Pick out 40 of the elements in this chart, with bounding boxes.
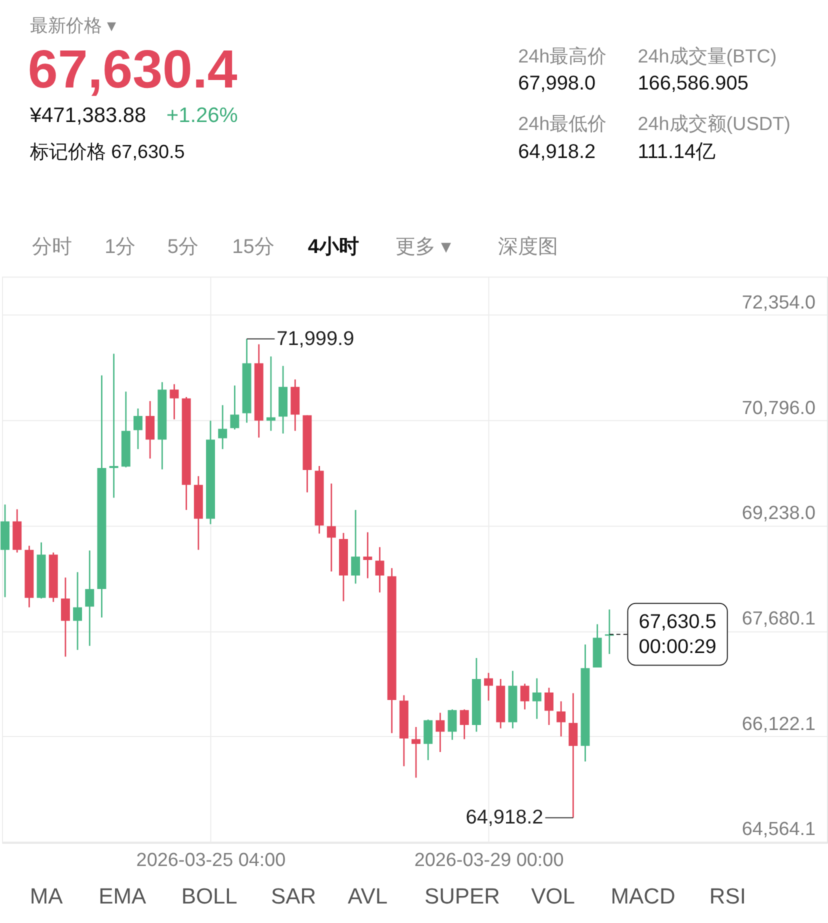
text: MACD — [610, 883, 676, 908]
x-tick-label: 2026-03-25 04:00 — [136, 850, 286, 872]
y-tick-label: 72,354.0 — [742, 292, 816, 314]
y-tick-label: 66,122.1 — [742, 714, 816, 735]
text: EMA — [98, 883, 146, 908]
text: 64,918.2 — [518, 141, 596, 164]
ref-line-label: 67,630.5 00:00:29 — [638, 610, 716, 658]
text: 1分 — [104, 236, 136, 258]
text: SUPER — [424, 883, 500, 908]
text: 24h最低价 — [518, 114, 607, 136]
text: 5分 — [167, 236, 198, 258]
text: +1.26% — [166, 104, 238, 128]
y-tick-label: 69,238.0 — [742, 503, 816, 524]
y-tick-label: 64,564.1 — [742, 819, 816, 840]
text: BOLL — [181, 883, 238, 908]
text: 更多 ▾ — [396, 236, 452, 258]
text: ¥471,383.88 — [28, 104, 146, 128]
text: SAR — [271, 883, 316, 908]
text: 111.14亿 — [638, 141, 716, 164]
text: 深度图 — [498, 236, 558, 258]
text: 24h最高价 — [518, 45, 607, 68]
y-tick-label: 67,680.1 — [742, 608, 816, 630]
text: AVL — [348, 883, 388, 908]
text: 最新价格 ▾ — [30, 16, 116, 36]
text: MA — [30, 883, 64, 908]
text: 15分 — [232, 236, 274, 258]
annotation: 71,999.9 — [276, 328, 354, 350]
text: 67,998.0 — [518, 72, 596, 94]
x-tick-label: 2026-03-29 00:00 — [414, 850, 564, 872]
text: 166,586.905 — [638, 72, 748, 94]
text: 67,630.4 — [28, 39, 238, 100]
text: 4小时 — [308, 236, 359, 258]
annotation: 64,918.2 — [466, 806, 544, 829]
text: 标记价格 67,630.5 — [28, 142, 185, 164]
text: 24h成交额(USDT) — [638, 113, 790, 136]
text: VOL — [531, 883, 575, 908]
text: RSI — [709, 883, 746, 908]
text: 24h成交量(BTC) — [638, 45, 777, 68]
y-tick-label: 70,796.0 — [742, 398, 816, 419]
text: 分时 — [32, 236, 72, 258]
